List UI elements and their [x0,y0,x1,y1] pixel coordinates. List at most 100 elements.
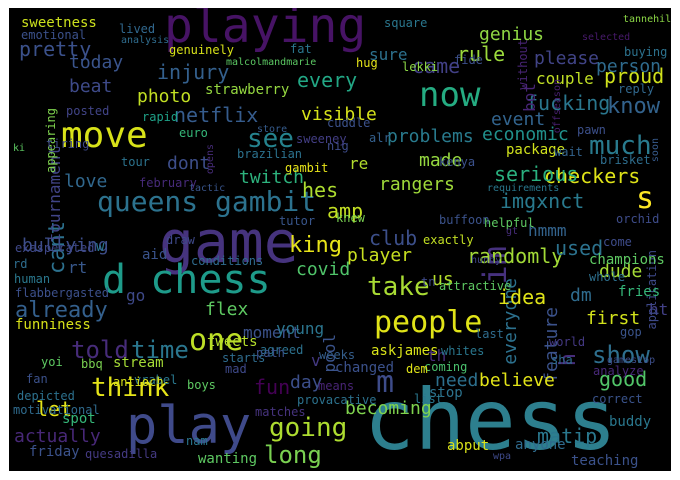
word: askjames [371,343,439,359]
word: pretty [19,37,92,61]
word: long [264,441,322,469]
word: see [247,124,294,154]
word: path [256,346,285,360]
word: good [599,367,648,391]
word: sweetness [21,15,97,31]
word: matches [255,405,306,419]
word: stop [429,385,463,401]
word: world [549,335,586,349]
word: time [131,336,189,364]
word: flex [205,299,249,320]
word: without [516,39,530,90]
word: wanting [198,451,258,467]
word: know [607,94,660,119]
word: idea [498,285,547,309]
word: sure [369,45,408,64]
word: dont [167,153,211,174]
word: rangers [379,174,455,195]
word: covid [296,259,351,280]
word: people [374,305,483,340]
word: champions [589,252,665,268]
word: kenya [439,155,476,169]
word: imgxnct [500,189,585,213]
word: analysis [121,35,170,46]
word: beat [69,76,113,97]
word: proud [604,64,665,88]
word: quesadilla [85,447,158,461]
word: pawn [577,123,606,137]
word: brazilian [237,147,303,161]
word: hug [356,56,378,70]
word: rt [68,258,88,277]
word: helpful [484,216,535,230]
word: soon [650,138,661,163]
word: strawberry [205,82,290,98]
word: alr [369,131,391,145]
word: provacative [297,393,377,407]
word: tutor [279,214,316,228]
word: please [534,48,600,69]
word: day [290,372,323,393]
word: friday [29,444,80,460]
word: one [189,323,244,358]
word: player [347,245,413,266]
word: cuddle [327,116,371,130]
word: play [126,396,252,456]
word: antioch [113,375,164,389]
word: rapid [142,110,179,124]
word: came [412,54,461,78]
word: rd [13,257,28,271]
word: store [257,124,288,135]
word: tannehill [623,14,671,25]
word: fries [618,284,661,300]
word: stream [113,355,164,371]
word: posted [66,104,110,118]
word-cloud: chess play game playing move d chess people que… [9,8,671,471]
word: yoi [41,355,63,369]
word: weeks [319,348,356,362]
word: made [419,150,463,171]
word: starts [222,351,266,365]
word: come [603,235,632,249]
word: vrabel [134,373,178,387]
word: couple [536,69,594,88]
word: teaching [571,453,639,469]
word: means [318,379,355,393]
word: let [36,397,73,421]
word: w [96,239,105,255]
word: hunny [471,255,502,266]
word: serious [494,162,579,186]
word: malcolmandmarie [226,57,317,68]
word: brisket [600,153,651,167]
word: buffoon [439,213,490,227]
word: sha [551,353,573,367]
word: actually [14,426,101,447]
word: gt [506,226,519,237]
word: depicted [17,389,75,403]
word: euro [179,126,208,140]
word: re [349,154,369,173]
word: correct [592,392,643,406]
word: us [432,269,454,290]
word: problems [387,126,474,147]
word: believe [479,370,555,391]
word: told [71,336,129,364]
word: becoming [345,398,432,419]
word: spot [62,411,96,427]
word: fucking [526,91,611,115]
word: every [297,68,358,92]
word: love [64,171,108,192]
word: bullying [22,235,109,256]
word: orchid [616,212,660,226]
word: emotional [21,28,87,42]
word: human [14,272,51,286]
word: knew [336,211,365,225]
word: mad [225,362,247,376]
word: ki [13,143,26,154]
word: economic [482,124,569,145]
word: playing [164,8,367,54]
word: today [69,52,124,73]
word: move [61,115,148,156]
word: abput [447,438,490,454]
